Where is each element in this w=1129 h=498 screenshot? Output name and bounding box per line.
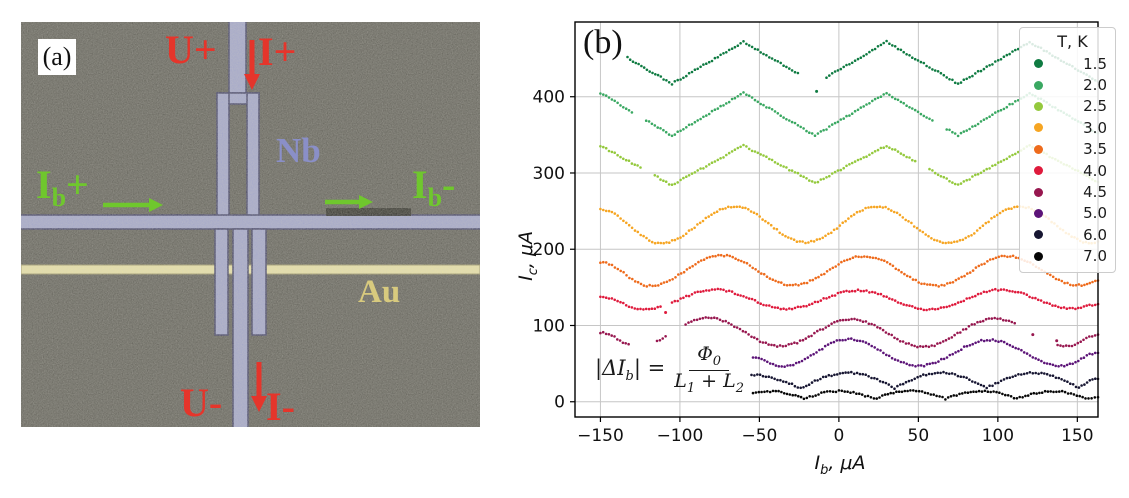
legend-marker-icon	[1034, 101, 1043, 111]
y-axis-symbol: I	[515, 275, 538, 281]
legend-item-5.0: 5.0	[1028, 203, 1107, 224]
panel-b-label: (b)	[583, 24, 623, 61]
legend-item-4.5: 4.5	[1028, 181, 1107, 202]
legend-marker-icon	[1034, 166, 1043, 176]
legend-marker-icon	[1034, 59, 1043, 69]
legend-item-label: 2.5	[1083, 97, 1107, 116]
formula-numerator: Φ0	[689, 343, 730, 371]
chart-legend-items: 1.5 2.0 2.5 3.0 3.5 4.0 4.5 5.0 6.0 7.0	[1028, 53, 1107, 267]
voltage-plus-label: U+	[165, 27, 217, 72]
ib-plus-sub: b	[51, 183, 67, 212]
legend-item-label: 2.0	[1083, 76, 1107, 95]
tick-marks	[570, 96, 1078, 422]
current-in-arrow	[244, 40, 260, 90]
legend-marker-icon	[1034, 123, 1043, 133]
voltage-minus-label: U-	[180, 380, 223, 425]
y-axis-unit: , μA	[515, 230, 538, 269]
legend-marker-icon	[1034, 230, 1043, 240]
svg-text:400: 400	[533, 88, 565, 108]
bias-current-right-arrow	[325, 195, 373, 209]
x-axis-label: Ib, μA	[795, 452, 885, 478]
ib-plus-sign: +	[66, 162, 89, 207]
gold-label: Au	[358, 274, 401, 310]
tick-labels: −150 −100 −50 0 50 100 150 0 100 200 300 400	[533, 88, 1094, 446]
svg-text:0: 0	[554, 393, 565, 413]
ib-minus-symbol: I	[412, 162, 428, 207]
legend-marker-icon	[1034, 144, 1043, 154]
x-axis-unit: , μA	[828, 452, 866, 474]
series-4.5-points	[599, 316, 1100, 349]
series-3.5-points	[599, 253, 1100, 288]
legend-item-6.0: 6.0	[1028, 224, 1107, 245]
bias-current-left-arrow	[103, 198, 163, 212]
legend-marker-icon	[1034, 80, 1043, 90]
svg-text:−50: −50	[741, 426, 777, 446]
legend-item-2.5: 2.5	[1028, 96, 1107, 117]
svg-text:−100: −100	[657, 426, 704, 446]
formula-denominator: L1 + L2	[674, 369, 745, 396]
current-plus-label: I+	[258, 29, 297, 74]
bias-current-minus-label: Ib-	[412, 165, 455, 211]
legend-item-3.0: 3.0	[1028, 117, 1107, 138]
ib-plus-symbol: I	[36, 162, 52, 207]
current-out-arrow	[251, 362, 267, 412]
ib-minus-sign: -	[442, 162, 456, 207]
series-7.0-points	[751, 389, 1100, 401]
grid-lines	[575, 22, 1098, 417]
formula-lhs: |ΔIb| =	[595, 356, 666, 385]
legend-title: T, K	[1057, 32, 1088, 51]
svg-text:200: 200	[533, 240, 565, 260]
svg-text:−150: −150	[577, 426, 624, 446]
sem-panel: (a) U+ I+ Nb Ib+ Ib- Au U- I-	[21, 22, 480, 427]
bias-current-plus-label: Ib+	[36, 165, 89, 211]
legend-item-label: 3.5	[1083, 140, 1107, 159]
x-axis-symbol: I	[814, 452, 821, 474]
legend-item-label: 5.0	[1083, 204, 1107, 223]
legend-item-label: 7.0	[1083, 247, 1107, 266]
series-5.0-points	[751, 337, 1100, 369]
chart-legend: T, K 1.5 2.0 2.5 3.0 3.5 4.0 4.5 5.0 6.0 7.0	[1019, 27, 1116, 273]
svg-text:0: 0	[833, 426, 844, 446]
legend-marker-icon	[1034, 208, 1043, 218]
sem-noise-texture	[21, 22, 480, 427]
legend-item-4.0: 4.0	[1028, 160, 1107, 181]
chart-panel: −150 −100 −50 0 50 100 150 0 100 200 300 400 (b) Ic…	[480, 0, 1129, 498]
y-axis-sub: c	[525, 268, 541, 276]
current-minus-label: I-	[266, 384, 295, 429]
flux-period-formula: |ΔIb| = Φ0 L1 + L2	[595, 343, 746, 396]
legend-item-2.0: 2.0	[1028, 74, 1107, 95]
x-axis-sub: b	[820, 462, 829, 478]
legend-item-3.5: 3.5	[1028, 139, 1107, 160]
legend-item-1.5: 1.5	[1028, 53, 1107, 74]
panel-a-label: (a)	[38, 39, 76, 75]
legend-item-label: 3.0	[1083, 118, 1107, 137]
series-2.5-points	[599, 143, 1100, 186]
series-4.0-points	[599, 287, 1100, 314]
legend-item-label: 6.0	[1083, 225, 1107, 244]
svg-text:300: 300	[533, 164, 565, 184]
legend-item-label: 1.5	[1083, 54, 1107, 73]
legend-item-7.0: 7.0	[1028, 246, 1107, 267]
legend-marker-icon	[1034, 187, 1043, 197]
svg-text:100: 100	[533, 316, 565, 336]
svg-text:50: 50	[908, 426, 930, 446]
legend-marker-icon	[1034, 251, 1043, 261]
ib-minus-sub: b	[427, 183, 443, 212]
formula-fraction: Φ0 L1 + L2	[672, 343, 746, 396]
series-6.0-points	[750, 370, 1100, 391]
sem-image	[21, 22, 480, 427]
niobium-label: Nb	[276, 131, 321, 170]
legend-item-label: 4.0	[1083, 161, 1107, 180]
legend-item-label: 4.5	[1083, 183, 1107, 202]
y-axis-label: Ic, μA	[515, 196, 541, 316]
svg-text:150: 150	[1061, 426, 1093, 446]
panel-a-label-text: (a)	[42, 42, 72, 71]
svg-text:100: 100	[982, 426, 1014, 446]
